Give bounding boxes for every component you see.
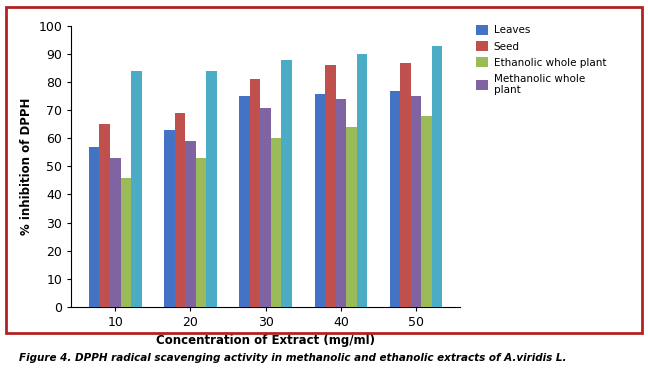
Bar (271, 138, 281, 307)
Bar (314, 94, 325, 307)
Bar (89, 147, 100, 307)
Bar (421, 116, 432, 307)
Bar (411, 96, 421, 307)
Bar (336, 99, 346, 307)
Bar (110, 158, 121, 307)
X-axis label: Concentration of Extract (mg/ml): Concentration of Extract (mg/ml) (156, 334, 375, 347)
Bar (250, 80, 260, 307)
Bar (389, 91, 400, 307)
Bar (131, 71, 142, 307)
Bar (196, 158, 206, 307)
Y-axis label: % inhibition of DPPH: % inhibition of DPPH (20, 98, 33, 235)
Text: Figure 4. DPPH radical scavenging activity in methanolic and ethanolic extracts : Figure 4. DPPH radical scavenging activi… (19, 353, 567, 363)
Bar (164, 130, 175, 307)
Bar (206, 71, 217, 307)
Bar (346, 127, 356, 307)
Bar (281, 60, 292, 307)
Bar (100, 124, 110, 307)
Bar (325, 65, 336, 307)
Bar (356, 54, 367, 307)
Bar (400, 62, 411, 307)
Legend: Leaves, Seed, Ethanolic whole plant, Methanolic whole
plant: Leaves, Seed, Ethanolic whole plant, Met… (472, 21, 610, 99)
Bar (260, 108, 271, 307)
Bar (239, 96, 250, 307)
Bar (432, 46, 443, 307)
Bar (175, 113, 185, 307)
Bar (185, 141, 196, 307)
Bar (121, 178, 131, 307)
